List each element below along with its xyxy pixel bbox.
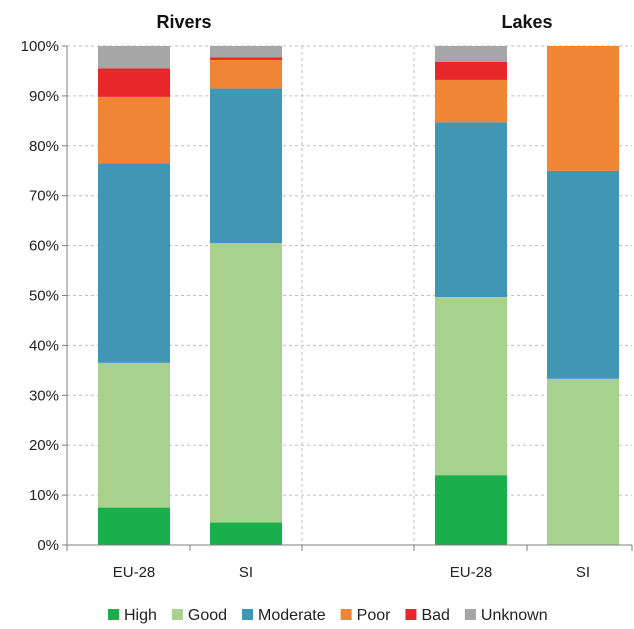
bar-segment-high-0 — [98, 507, 170, 545]
legend-swatch — [340, 609, 352, 620]
bar-segment-unknown-0 — [98, 46, 170, 69]
legend-item-high: High — [108, 607, 157, 624]
y-tick-label: 50% — [29, 288, 59, 305]
legend-label: High — [124, 607, 157, 624]
legend-item-bad: Bad — [405, 607, 450, 624]
y-tick-label: 70% — [29, 188, 59, 205]
legend-swatch — [108, 609, 119, 620]
bar-segment-high-2 — [435, 475, 507, 545]
y-tick-label: 60% — [29, 238, 59, 255]
legend-label: Unknown — [481, 607, 548, 624]
legend-item-unknown: Unknown — [464, 607, 548, 624]
legend-label: Good — [188, 607, 227, 624]
bars — [98, 46, 619, 545]
bar-segment-poor-1 — [210, 59, 282, 89]
legend-item-poor: Poor — [340, 607, 391, 624]
legend-label: Bad — [421, 607, 449, 624]
y-tick-label: 20% — [29, 437, 59, 454]
legend-item-moderate: Moderate — [242, 607, 326, 624]
bar-segment-good-3 — [547, 378, 619, 545]
y-tick-label: 0% — [37, 537, 59, 554]
bar-segment-bad-0 — [98, 68, 170, 97]
bar-segment-good-1 — [210, 243, 282, 523]
y-tick-label: 80% — [29, 138, 59, 155]
y-tick-label: 10% — [29, 487, 59, 504]
bar-segment-poor-2 — [435, 79, 507, 123]
bar-segment-poor-0 — [98, 96, 170, 164]
group-title: Rivers — [156, 12, 211, 32]
x-tick-label: EU-28 — [450, 564, 493, 581]
bar-segment-unknown-1 — [210, 46, 282, 58]
gridlines — [67, 45, 632, 496]
bar-segment-moderate-2 — [435, 122, 507, 297]
x-tick-label: EU-28 — [113, 564, 156, 581]
x-tick-label: SI — [576, 564, 590, 581]
bar-segment-moderate-0 — [98, 163, 170, 363]
legend-label: Poor — [357, 607, 391, 624]
group-title: Lakes — [501, 12, 552, 32]
bar-segment-bad-2 — [435, 61, 507, 80]
y-tick-label: 100% — [21, 38, 59, 55]
bar-segment-bad-1 — [210, 57, 282, 60]
group-dividers — [301, 46, 415, 545]
x-tick-label: SI — [239, 564, 253, 581]
y-tick-label: 40% — [29, 337, 59, 354]
y-axis-tick-labels: 0% 10% 20% 30% 40% 50% 60% 70% 80% 90% 100% — [21, 38, 59, 554]
bar-segment-high-1 — [210, 522, 282, 545]
y-tick-label: 30% — [29, 387, 59, 404]
bar-segment-good-0 — [98, 362, 170, 508]
legend-swatch — [464, 609, 476, 620]
legend-swatch — [405, 609, 417, 620]
y-tick-label: 90% — [29, 88, 59, 105]
legend-swatch — [242, 609, 254, 620]
bar-segment-poor-3 — [547, 46, 619, 171]
legend-label: Moderate — [258, 607, 326, 624]
bar-segment-moderate-1 — [210, 88, 282, 244]
bar-segment-unknown-2 — [435, 46, 507, 62]
group-titles: Rivers Lakes — [156, 12, 552, 32]
legend-item-good: Good — [171, 607, 227, 624]
axes — [62, 45, 633, 551]
legend-swatch — [171, 609, 183, 620]
legend: High Good Moderate Poor Bad Unknown — [108, 607, 548, 624]
x-axis-tick-labels: EU-28 SI EU-28 SI — [113, 564, 590, 581]
bar-segment-good-2 — [435, 296, 507, 476]
bar-segment-moderate-3 — [547, 170, 619, 379]
